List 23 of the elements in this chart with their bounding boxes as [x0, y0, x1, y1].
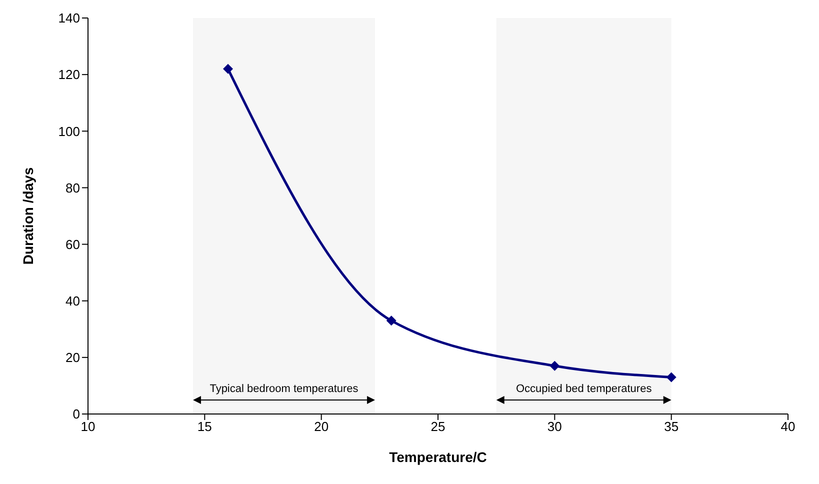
- band-label: Occupied bed temperatures: [516, 383, 652, 395]
- x-tick-label: 30: [547, 419, 562, 434]
- y-tick-label: 60: [66, 236, 80, 252]
- y-tick-label: 120: [58, 67, 80, 82]
- point: [666, 372, 676, 382]
- x-tick-label: 40: [780, 419, 796, 434]
- point: [223, 64, 233, 74]
- y-tick-label: 80: [66, 180, 80, 196]
- x-tick-label: 10: [80, 419, 96, 434]
- band-label: Typical bedroom temperatures: [210, 383, 359, 395]
- y-axis-title: Duration /days: [20, 167, 36, 265]
- x-tick-label: 35: [664, 419, 679, 434]
- x-tick-label: 15: [197, 419, 212, 434]
- y-tick-label: 40: [66, 293, 80, 308]
- y-tick-label: 140: [58, 10, 80, 26]
- y-tick-label: 0: [72, 406, 80, 422]
- y-tick-label: 100: [58, 124, 80, 139]
- point: [386, 316, 396, 326]
- x-axis-title: Temperature/C: [389, 449, 487, 465]
- point: [550, 360, 560, 371]
- x-tick-label: 25: [430, 419, 446, 434]
- y-tick-label: 20: [66, 350, 80, 366]
- x-tick-label: 20: [314, 419, 329, 434]
